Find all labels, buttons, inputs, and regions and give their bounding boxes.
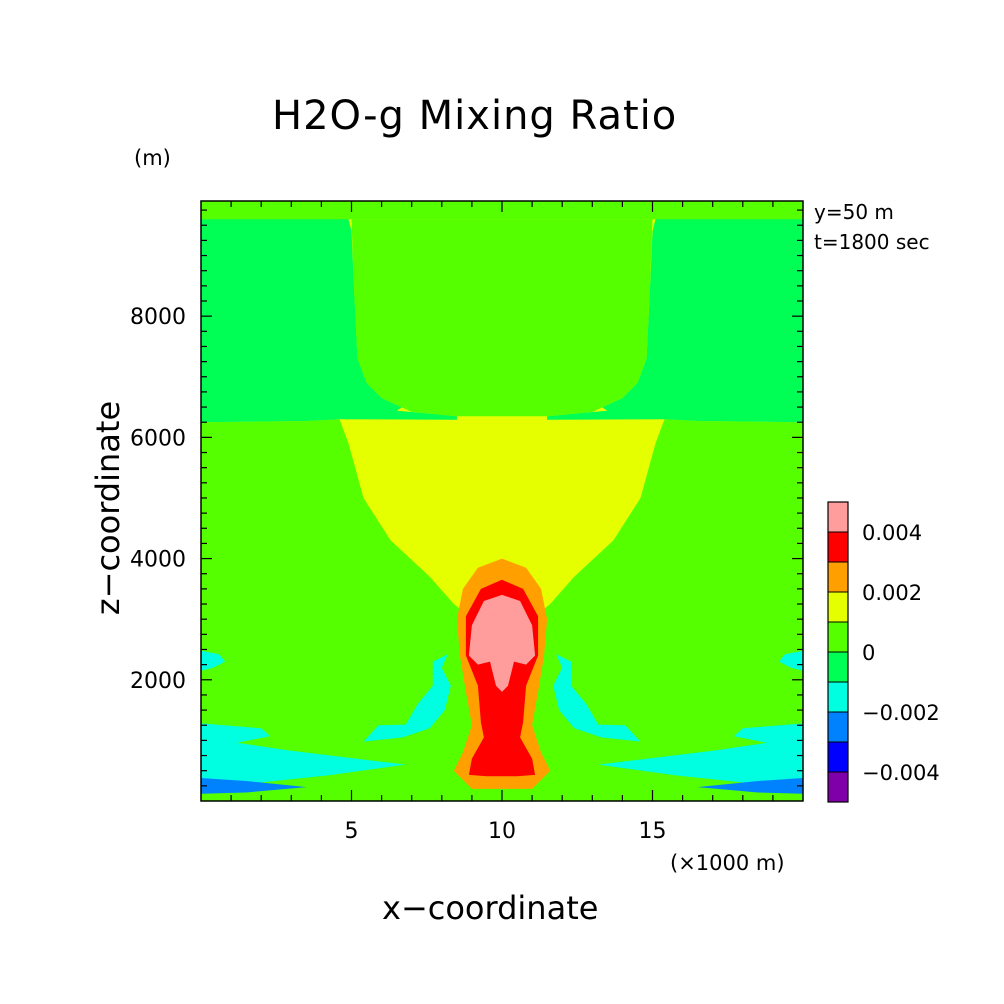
- left-low-level-dry-band: [201, 723, 406, 788]
- left-dry-wing: [363, 654, 451, 742]
- colorbar-swatch: [828, 772, 848, 802]
- right-dry-wing: [553, 654, 641, 742]
- y-tick-label: 6000: [130, 426, 186, 451]
- x-tick-label: 5: [345, 819, 359, 844]
- colorbar: −0.004 −0.002 0 0.002 0.004: [827, 501, 940, 803]
- colorbar-swatch: [828, 502, 848, 532]
- right-edge-dry-notch: [778, 650, 803, 671]
- x-tick-label: 10: [488, 819, 516, 844]
- annotation-time: t=1800 sec: [814, 230, 930, 254]
- colorbar-swatch: [828, 742, 848, 772]
- colorbar-tick-label: 0.002: [862, 581, 922, 605]
- right-edge-dry-column: [547, 219, 803, 423]
- x-axis-label: x−coordinate: [382, 889, 599, 927]
- colorbar-tick-label: −0.002: [862, 701, 940, 725]
- left-surface-dry-lens: [201, 778, 307, 794]
- colorbar-swatch: [828, 532, 848, 562]
- colorbar-swatch: [828, 652, 848, 682]
- colorbar-swatch: [828, 712, 848, 742]
- x-tick-label: 15: [639, 819, 667, 844]
- y-tick-label: 2000: [130, 669, 186, 694]
- right-surface-dry-lens: [697, 778, 803, 794]
- colorbar-swatch: [828, 562, 848, 592]
- x-axis-unit: (×1000 m): [670, 851, 785, 875]
- plot-area: [201, 201, 803, 801]
- chart-title: H2O-g Mixing Ratio: [272, 93, 678, 139]
- plume-cap-center: [474, 604, 530, 637]
- right-low-level-dry-band: [598, 723, 803, 788]
- annotation-y-location: y=50 m: [814, 200, 894, 224]
- colorbar-swatch: [828, 622, 848, 652]
- left-edge-dry-column: [201, 219, 457, 423]
- axes: 5 10 15 2000 4000 6000 8000: [130, 200, 804, 844]
- center-column-region: [351, 219, 653, 417]
- colorbar-swatch: [828, 682, 848, 712]
- colorbar-swatch: [828, 592, 848, 622]
- colorbar-tick-label: 0: [862, 641, 875, 665]
- left-edge-dry-notch: [201, 650, 226, 671]
- colorbar-tick-label: 0.004: [862, 521, 922, 545]
- y-axis-unit: (m): [134, 146, 171, 170]
- y-tick-label: 4000: [130, 548, 186, 573]
- y-tick-label: 8000: [130, 305, 186, 330]
- colorbar-tick-label: −0.004: [862, 761, 940, 785]
